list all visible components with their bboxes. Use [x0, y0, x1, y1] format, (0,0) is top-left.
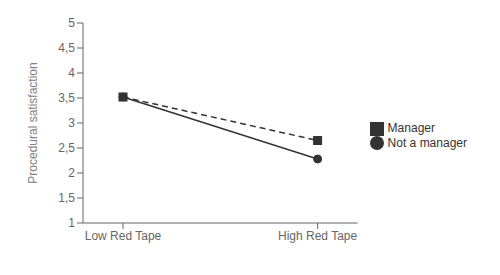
- svg-text:1: 1: [68, 216, 75, 230]
- svg-text:5: 5: [68, 16, 75, 30]
- svg-text:Low Red Tape: Low Red Tape: [85, 229, 162, 243]
- svg-text:2: 2: [68, 166, 75, 180]
- svg-text:4: 4: [68, 66, 75, 80]
- svg-text:High Red Tape: High Red Tape: [278, 229, 357, 243]
- html-text:Not a manager: Not a manager: [387, 135, 467, 150]
- html-text:Manager: Manager: [387, 120, 435, 135]
- svg-text:2,5: 2,5: [58, 141, 75, 155]
- svg-text:3,5: 3,5: [58, 91, 75, 105]
- svg-text:3: 3: [68, 116, 75, 130]
- svg-text:Procedural satisfaction: Procedural satisfaction: [26, 62, 40, 183]
- svg-text:1,5: 1,5: [58, 191, 75, 205]
- svg-text:4,5: 4,5: [58, 41, 75, 55]
